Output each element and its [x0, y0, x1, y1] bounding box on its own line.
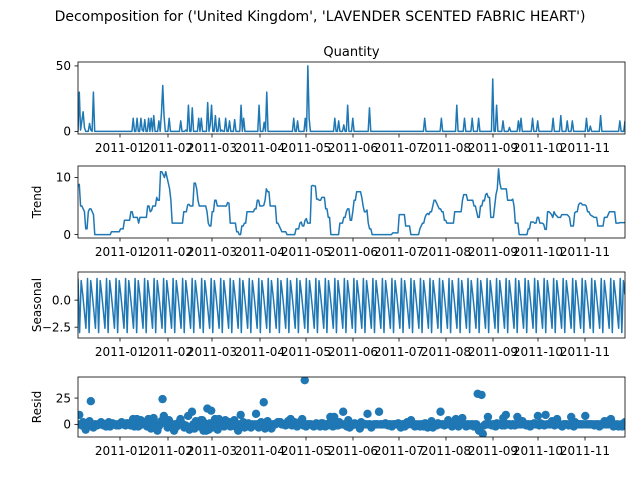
panels: 0502011-012011-022011-032011-042011-0520…	[30, 45, 626, 458]
x-tick-label: 2011-10	[513, 444, 563, 458]
x-tick-label: 2011-06	[328, 141, 378, 155]
resid-point	[436, 407, 445, 416]
resid-point	[620, 418, 625, 427]
resid-point	[533, 411, 543, 421]
resid-point	[581, 411, 590, 421]
x-tick-label: 2011-08	[421, 444, 471, 458]
resid-point	[149, 413, 158, 423]
x-tick-label: 2011-03	[187, 245, 237, 259]
x-tick-label: 2011-10	[513, 345, 563, 359]
resid-point	[330, 412, 339, 422]
x-tick-label: 2011-02	[143, 345, 193, 359]
y-tick-label: 10	[56, 171, 71, 185]
y-tick-label: −2.5	[42, 320, 71, 334]
axes-frame	[77, 165, 626, 239]
resid-point	[297, 414, 307, 424]
y-tick-label: 25	[56, 391, 71, 405]
resid-point	[187, 407, 197, 416]
x-tick-label: 2011-01	[95, 141, 145, 155]
resid-point	[458, 413, 467, 423]
x-tick-label: 2011-11	[560, 345, 610, 359]
panel-2: 0102011-012011-022011-032011-042011-0520…	[30, 165, 626, 259]
axes-frame	[77, 271, 626, 339]
y-axis-label: Trend	[30, 186, 44, 220]
x-tick-label: 2011-10	[513, 141, 563, 155]
series-line	[78, 277, 625, 334]
x-tick-label: 2011-05	[281, 141, 331, 155]
resid-point	[478, 429, 488, 437]
x-tick-label: 2011-07	[374, 245, 424, 259]
x-tick-label: 2011-09	[468, 345, 518, 359]
panel-4: 2502011-012011-022011-032011-042011-0520…	[30, 376, 626, 458]
x-tick-label: 2011-04	[235, 444, 285, 458]
x-tick-label: 2011-10	[513, 245, 563, 259]
y-tick-label: 0	[63, 418, 71, 432]
x-tick-label: 2011-02	[143, 245, 193, 259]
x-tick-label: 2011-11	[560, 444, 610, 458]
y-axis-label: Seasonal	[30, 278, 44, 332]
y-tick-label: 0	[63, 125, 71, 139]
resid-point	[158, 394, 167, 404]
x-tick-label: 2011-08	[421, 141, 471, 155]
resid-point	[251, 409, 261, 419]
x-tick-label: 2011-04	[235, 345, 285, 359]
resid-point	[541, 410, 550, 420]
axes-frame	[77, 376, 626, 438]
resid-point	[300, 377, 309, 385]
x-tick-label: 2011-05	[281, 444, 331, 458]
resid-point	[78, 410, 84, 420]
y-tick-label: 0.0	[52, 293, 71, 307]
y-tick-label: 50	[56, 59, 71, 73]
x-tick-label: 2011-03	[187, 141, 237, 155]
x-tick-label: 2011-01	[95, 444, 145, 458]
y-tick-label: 0	[63, 228, 71, 242]
x-tick-label: 2011-06	[328, 444, 378, 458]
resid-point	[338, 407, 348, 416]
x-tick-label: 2011-09	[468, 141, 518, 155]
panel-1: 0502011-012011-022011-032011-042011-0520…	[56, 45, 626, 155]
x-tick-label: 2011-08	[421, 245, 471, 259]
axes-frame	[77, 61, 626, 135]
x-tick-label: 2011-07	[374, 444, 424, 458]
resid-point	[236, 410, 245, 420]
x-tick-label: 2011-01	[95, 345, 145, 359]
resid-point	[207, 406, 216, 415]
x-tick-label: 2011-09	[468, 245, 518, 259]
x-tick-label: 2011-06	[328, 345, 378, 359]
resid-point	[477, 390, 486, 400]
resid-point	[483, 412, 493, 422]
x-tick-label: 2011-05	[281, 345, 331, 359]
x-tick-label: 2011-08	[421, 345, 471, 359]
resid-points	[78, 377, 625, 437]
x-tick-label: 2011-09	[468, 444, 518, 458]
x-tick-label: 2011-07	[374, 141, 424, 155]
resid-point	[259, 398, 268, 407]
resid-point	[374, 407, 384, 416]
x-tick-label: 2011-01	[95, 245, 145, 259]
series-line	[78, 65, 625, 133]
panel-3: 0.0−2.52011-012011-022011-032011-042011-…	[30, 271, 626, 359]
resid-point	[86, 397, 96, 406]
x-tick-label: 2011-02	[143, 141, 193, 155]
resid-point	[501, 410, 511, 420]
x-tick-label: 2011-11	[560, 141, 610, 155]
x-tick-label: 2011-06	[328, 245, 378, 259]
x-tick-label: 2011-05	[281, 245, 331, 259]
y-axis-label: Resid	[30, 391, 44, 423]
x-tick-label: 2011-04	[235, 141, 285, 155]
x-tick-label: 2011-03	[187, 444, 237, 458]
resid-point	[363, 409, 372, 419]
figure-title: Decomposition for ('United Kingdom', 'LA…	[55, 9, 586, 25]
x-tick-label: 2011-03	[187, 345, 237, 359]
x-tick-label: 2011-11	[560, 245, 610, 259]
x-tick-label: 2011-07	[374, 345, 424, 359]
panel-title: Quantity	[323, 45, 379, 60]
x-tick-label: 2011-02	[143, 444, 193, 458]
series-line	[78, 168, 625, 236]
x-tick-label: 2011-04	[235, 245, 285, 259]
